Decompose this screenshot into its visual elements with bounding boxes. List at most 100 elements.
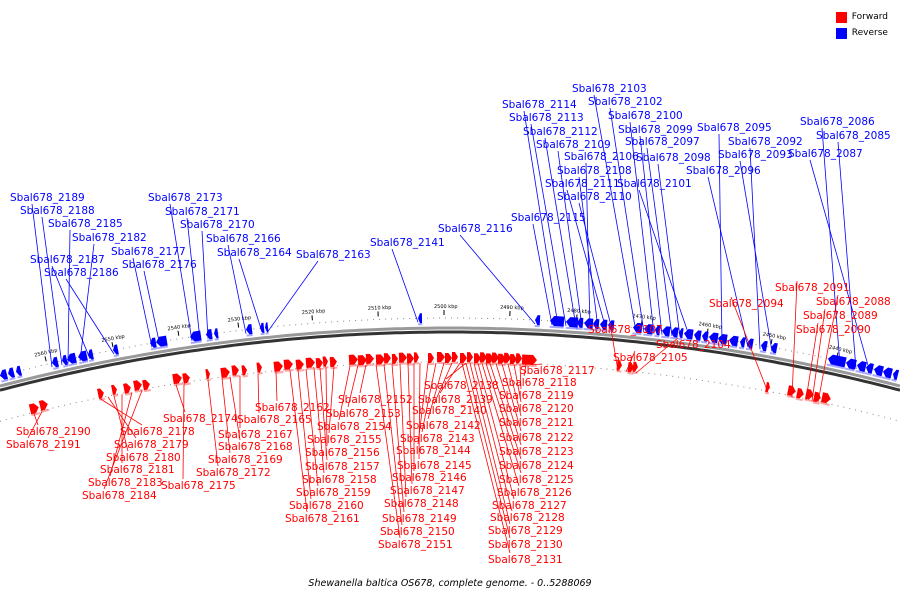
forward-label-1: Sbal678_2191 bbox=[6, 439, 81, 451]
legend-forward: Forward bbox=[835, 9, 888, 25]
reverse-gene-47-shape bbox=[883, 367, 893, 379]
tick-4: 2520 kbp bbox=[302, 308, 326, 321]
reverse-gene-37-shadow bbox=[727, 344, 738, 349]
forward-gene-6-shadow bbox=[143, 389, 152, 393]
reverse-gene-33 bbox=[693, 330, 702, 343]
reverse-label-7: Sbal678_2176 bbox=[122, 259, 197, 271]
reverse-gene-3-shadow bbox=[53, 366, 60, 370]
forward-gene-3-shape bbox=[111, 384, 117, 396]
tick-label: 2530 kbp bbox=[227, 315, 251, 324]
reverse-gene-34-shadow bbox=[701, 340, 708, 344]
forward-label-36: Sbal678_2140 bbox=[412, 405, 487, 417]
forward-gene-42-shape bbox=[509, 354, 517, 365]
reverse-gene-6-shadow bbox=[79, 360, 89, 365]
forward-leader-19 bbox=[313, 368, 325, 474]
reverse-leader-10 bbox=[201, 230, 209, 339]
forward-gene-39-shape bbox=[491, 352, 499, 363]
forward-leader-17 bbox=[297, 369, 312, 500]
reverse-gene-35-shadow bbox=[707, 341, 718, 346]
forward-gene-15 bbox=[283, 359, 294, 372]
reverse-gene-30-shadow bbox=[670, 336, 678, 340]
reverse-gene-2 bbox=[16, 365, 23, 379]
reverse-gene-1-shadow bbox=[9, 377, 16, 381]
forward-label-12: Sbal678_2168 bbox=[218, 441, 293, 453]
forward-label-22: Sbal678_2155 bbox=[307, 434, 382, 446]
forward-gene-32 bbox=[444, 352, 453, 365]
forward-leader-6 bbox=[109, 392, 133, 477]
reverse-gene-31-shadow bbox=[678, 337, 683, 341]
forward-leader-12 bbox=[229, 376, 241, 441]
reverse-label-9: Sbal678_2171 bbox=[165, 206, 240, 218]
tick-label: 2490 kbp bbox=[500, 305, 524, 312]
reverse-gene-12 bbox=[206, 329, 213, 342]
reverse-gene-18 bbox=[534, 315, 541, 328]
forward-leader-44 bbox=[501, 363, 522, 432]
reverse-leader-30 bbox=[657, 163, 681, 337]
tick-6: 2500 kbp bbox=[434, 304, 458, 316]
reverse-gene-41-shape bbox=[771, 342, 778, 354]
forward-gene-18 bbox=[315, 357, 324, 371]
forward-track-guide bbox=[0, 361, 900, 422]
forward-gene-35 bbox=[466, 352, 473, 365]
forward-gene-30-shape bbox=[427, 353, 434, 364]
reverse-leader-32 bbox=[718, 133, 723, 343]
reverse-leader-6 bbox=[132, 257, 153, 348]
forward-gene-49-shape bbox=[787, 385, 796, 396]
reverse-gene-7 bbox=[88, 349, 95, 363]
reverse-gene-13-shape bbox=[214, 328, 219, 339]
forward-gene-26 bbox=[391, 353, 399, 366]
reverse-gene-36 bbox=[716, 333, 728, 347]
reverse-label-25: Sbal678_2103 bbox=[572, 83, 647, 95]
forward-gene-3 bbox=[111, 384, 119, 397]
reverse-gene-27 bbox=[643, 324, 654, 337]
forward-gene-6 bbox=[142, 379, 152, 393]
forward-label-17: Sbal678_2160 bbox=[289, 500, 364, 512]
tick-mark bbox=[237, 322, 240, 328]
forward-gene-9-shape bbox=[205, 368, 210, 380]
forward-gene-0-shape bbox=[28, 403, 39, 415]
reverse-label-2: Sbal678_2185 bbox=[48, 218, 123, 230]
forward-leader-50 bbox=[473, 363, 513, 512]
reverse-gene-43 bbox=[844, 358, 857, 372]
forward-gene-20 bbox=[329, 356, 338, 370]
reverse-gene-10-shadow bbox=[156, 345, 169, 350]
backbone-shadow bbox=[0, 326, 900, 388]
forward-gene-10-shape bbox=[220, 367, 230, 379]
tick-label: 2480 kbp bbox=[567, 308, 591, 316]
forward-gene-49-shadow bbox=[786, 395, 795, 399]
forward-gene-34 bbox=[459, 353, 467, 366]
forward-label-37: Sbal678_2139 bbox=[418, 394, 493, 406]
reverse-gene-20-shadow bbox=[565, 326, 578, 330]
reverse-gene-27-shape bbox=[644, 324, 654, 335]
forward-gene-8-shape bbox=[182, 373, 190, 384]
reverse-gene-3 bbox=[52, 356, 60, 370]
tick-11: 2450 kbp bbox=[762, 331, 786, 345]
forward-leader-45 bbox=[495, 363, 522, 446]
reverse-label-38: Sbal678_2087 bbox=[788, 148, 863, 160]
reverse-leader-9 bbox=[186, 217, 201, 340]
reverse-leader-31 bbox=[638, 189, 691, 339]
reverse-label-37: Sbal678_2085 bbox=[816, 130, 891, 142]
forward-gene-1-shape bbox=[38, 400, 48, 411]
reverse-label-13: Sbal678_2163 bbox=[296, 249, 371, 261]
reverse-gene-13-shadow bbox=[214, 338, 219, 341]
forward-leader-35 bbox=[427, 362, 445, 420]
reverse-leader-23 bbox=[566, 189, 607, 330]
reverse-leader-25 bbox=[593, 94, 637, 332]
forward-label-58: Sbal678_2091 bbox=[775, 282, 850, 294]
reverse-gene-1 bbox=[8, 367, 16, 381]
forward-gene-28-shape bbox=[406, 353, 414, 364]
reverse-gene-12-shape bbox=[206, 329, 213, 340]
forward-gene-44 bbox=[521, 354, 537, 368]
forward-gene-20-shape bbox=[329, 356, 337, 368]
forward-gene-5 bbox=[133, 380, 144, 393]
forward-leader-33 bbox=[417, 363, 429, 445]
reverse-label-27: Sbal678_2100 bbox=[608, 110, 683, 122]
reverse-leader-0 bbox=[31, 203, 53, 368]
forward-label-60: Sbal678_2089 bbox=[803, 310, 878, 322]
reverse-gene-4 bbox=[62, 354, 69, 368]
forward-leader-41 bbox=[519, 364, 522, 390]
reverse-gene-2-shape bbox=[16, 365, 23, 376]
